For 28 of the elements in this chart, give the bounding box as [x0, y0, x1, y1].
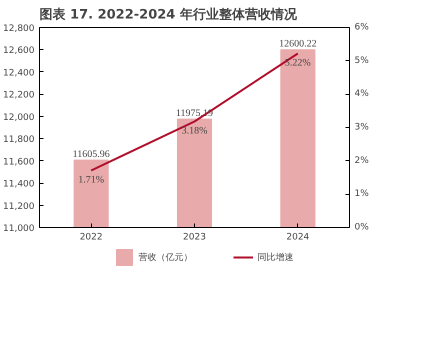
y-tick-label: 12,600	[3, 46, 35, 56]
legend-label: 营收（亿元）	[138, 252, 192, 264]
y2-tick-label: 2%	[354, 156, 370, 166]
y2-tick-label: 3%	[354, 122, 370, 132]
y-tick-label: 11,200	[3, 202, 35, 212]
legend-label: 同比增速	[258, 252, 294, 264]
chart-title: 图表 17. 2022-2024 年行业整体营收情况	[40, 6, 298, 22]
data-label: 12600.22	[279, 38, 317, 50]
y-tick-label: 11,000	[3, 224, 35, 234]
y-tick-label: 12,800	[3, 24, 35, 34]
y2-tick-label: 5%	[354, 56, 370, 66]
y2-tick-label: 4%	[354, 89, 370, 100]
y-tick-label: 12,400	[3, 68, 35, 78]
y-tick-label: 11,600	[3, 157, 35, 168]
y2-tick-label: 6%	[354, 22, 370, 32]
x-tick-label: 2024	[286, 232, 310, 242]
data-label: 3.18%	[182, 126, 208, 136]
y2-tick-label: 0%	[354, 222, 370, 232]
y-tick-label: 11,400	[3, 180, 35, 190]
y2-tick-label: 1%	[354, 189, 370, 200]
data-label: 1.71%	[78, 174, 104, 186]
y-tick-label: 12,000	[3, 112, 35, 123]
y-tick-label: 12,200	[3, 90, 35, 101]
x-tick-label: 2023	[183, 232, 206, 242]
data-label: 11605.96	[72, 149, 110, 160]
y-tick-label: 11,800	[3, 135, 35, 146]
data-label: 5.22%	[284, 58, 311, 68]
x-tick-label: 2022	[80, 232, 103, 242]
